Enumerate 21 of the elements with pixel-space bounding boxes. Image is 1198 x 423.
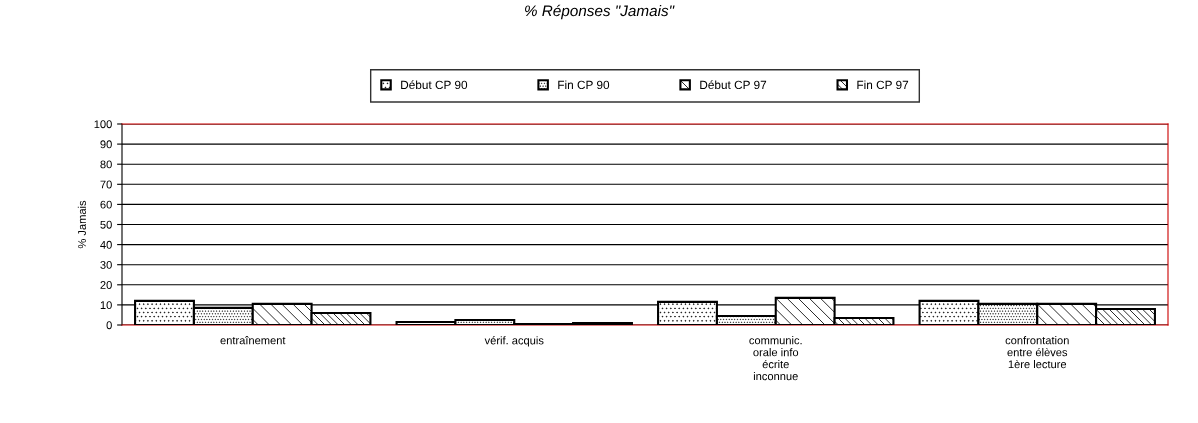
legend-label: Fin CP 90: [558, 80, 610, 90]
y-tick-label: 50: [100, 220, 112, 229]
y-tick-label: 30: [100, 260, 112, 269]
y-tick-label: 60: [100, 200, 112, 209]
legend-label: Fin CP 97: [857, 80, 909, 90]
y-tick-label: 100: [94, 120, 112, 129]
x-tick-label: confrontation entre élèves 1ère lecture: [1005, 336, 1069, 369]
y-tick-label: 0: [106, 321, 112, 330]
legend-label: Début CP 97: [700, 80, 767, 90]
y-axis-title: % Jamais: [77, 200, 86, 249]
x-tick-label: communic. orale info écrite inconnue: [749, 336, 802, 381]
y-tick-label: 20: [100, 281, 112, 289]
y-tick-label: 80: [100, 160, 112, 169]
x-tick-label: vérif. acquis: [484, 336, 544, 347]
y-tick-label: 10: [100, 301, 112, 310]
legend-label: Début CP 90: [401, 80, 468, 90]
x-tick-label: entraînement: [220, 336, 286, 345]
chart-title: % Réponses "Jamais": [525, 4, 675, 20]
y-tick-label: 40: [100, 240, 112, 249]
y-tick-label: 90: [100, 140, 112, 149]
y-tick-label: 70: [100, 180, 112, 189]
